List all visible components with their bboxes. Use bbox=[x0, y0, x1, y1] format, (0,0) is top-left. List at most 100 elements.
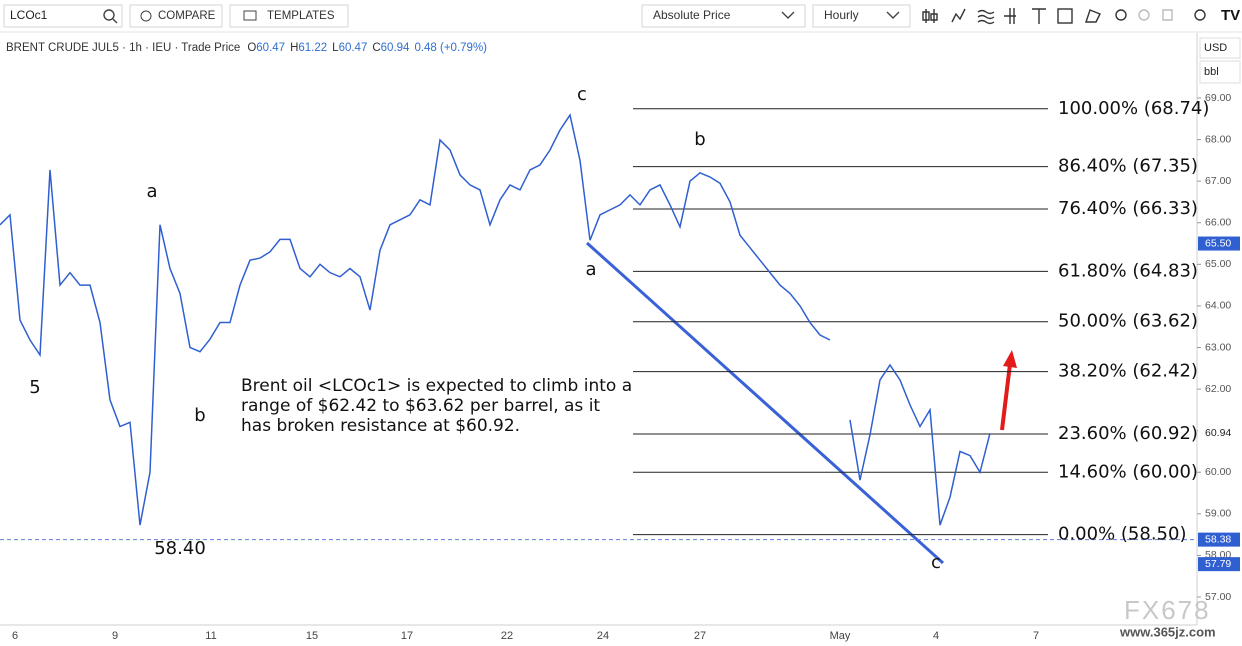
y-tick-label: 68.00 bbox=[1205, 133, 1231, 145]
x-tick-label: 15 bbox=[306, 630, 318, 642]
currency: USD bbox=[1204, 42, 1227, 54]
watermark-brand: FX678 bbox=[1124, 595, 1211, 625]
watermark-site: www.365jz.com bbox=[1119, 624, 1216, 639]
y-tick-label: 69.00 bbox=[1205, 92, 1231, 104]
legend-change: 0.48 (+0.79%) bbox=[414, 42, 487, 54]
wave-label: 58.40 bbox=[154, 538, 206, 559]
y-tick-label: 67.00 bbox=[1205, 175, 1231, 187]
x-tick-label: 24 bbox=[597, 630, 609, 642]
price-marker-box bbox=[1198, 236, 1240, 251]
tool-icons bbox=[922, 8, 1206, 25]
ohlc-key: L bbox=[332, 42, 339, 54]
ohlc-key: C bbox=[372, 42, 380, 54]
x-tick-label: 9 bbox=[112, 630, 118, 642]
reset-icon[interactable] bbox=[1162, 9, 1173, 21]
x-tick-label: 22 bbox=[501, 630, 513, 642]
x-tick-label: 4 bbox=[933, 630, 939, 642]
templates-label: TEMPLATES bbox=[267, 10, 335, 22]
ohlc-value: 60.47 bbox=[256, 42, 285, 54]
shape-icon[interactable] bbox=[1057, 8, 1073, 24]
fib-label: 100.00% (68.74) bbox=[1058, 98, 1209, 119]
ohlc-value: 61.22 bbox=[298, 42, 327, 54]
fib-label: 0.00% (58.50) bbox=[1058, 524, 1186, 545]
y-tick-label: 57.00 bbox=[1205, 591, 1231, 603]
y-tick-label: 59.00 bbox=[1205, 508, 1231, 520]
fib-label: 86.40% (67.35) bbox=[1058, 156, 1198, 177]
arrow-shaft bbox=[1000, 363, 1012, 431]
interval: Hourly bbox=[824, 8, 859, 22]
x-tick-label: 11 bbox=[205, 630, 216, 642]
text-icon[interactable] bbox=[1032, 8, 1046, 24]
currency-select[interactable] bbox=[1199, 37, 1241, 59]
indicator-icon[interactable] bbox=[951, 8, 966, 23]
price-marker-label: 60.94 bbox=[1205, 427, 1231, 439]
price-marker-label: 57.79 bbox=[1205, 558, 1231, 570]
candle-icon[interactable] bbox=[922, 9, 938, 23]
commentary-line: has broken resistance at $60.92. bbox=[241, 416, 520, 436]
x-tick-label: 6 bbox=[12, 630, 18, 642]
fib-label: 38.20% (62.42) bbox=[1058, 361, 1198, 382]
studies-icon[interactable] bbox=[977, 9, 995, 25]
compare-label: COMPARE bbox=[158, 10, 216, 22]
wave-label: c bbox=[931, 552, 941, 573]
zoom-out-icon[interactable] bbox=[1138, 9, 1150, 21]
ohlc-value: 60.94 bbox=[381, 42, 410, 54]
compare-icon bbox=[140, 10, 152, 22]
search-icon bbox=[112, 18, 118, 24]
price-mode: Absolute Price bbox=[653, 8, 731, 22]
fib-label: 61.80% (64.83) bbox=[1058, 260, 1198, 281]
wave-label: 5 bbox=[29, 377, 40, 398]
y-tick-label: 60.00 bbox=[1205, 466, 1231, 478]
price-marker-box bbox=[1198, 557, 1240, 572]
price-marker-label: 65.50 bbox=[1205, 237, 1231, 249]
fib-label: 50.00% (63.62) bbox=[1058, 311, 1198, 332]
ohlc-key: O bbox=[247, 42, 256, 54]
price-marker-box bbox=[1198, 426, 1240, 441]
unit: bbl bbox=[1204, 66, 1219, 78]
fib-label: 76.40% (66.33) bbox=[1058, 198, 1198, 219]
x-tick-label: 27 bbox=[694, 630, 706, 642]
templates-button[interactable] bbox=[229, 4, 349, 28]
dropdown-arrow bbox=[886, 11, 900, 19]
x-tick-label: 7 bbox=[1033, 630, 1039, 642]
arrow-head bbox=[1003, 350, 1017, 368]
compare-button[interactable] bbox=[129, 4, 223, 28]
unit-select[interactable] bbox=[1199, 60, 1241, 84]
symbol: LCOc1 bbox=[10, 8, 48, 22]
interval-select[interactable] bbox=[812, 4, 911, 28]
ohlc-key: H bbox=[290, 42, 298, 54]
crosshair-icon[interactable] bbox=[1004, 8, 1016, 24]
x-tick-label: 17 bbox=[401, 630, 413, 642]
logo: TV bbox=[1221, 7, 1240, 24]
ohlc-value: 60.47 bbox=[339, 42, 368, 54]
commentary-line: range of $62.42 to $63.62 per barrel, as… bbox=[241, 396, 600, 416]
fib-label: 23.60% (60.92) bbox=[1058, 423, 1198, 444]
draw-icon[interactable] bbox=[1085, 9, 1101, 23]
fib-label: 14.60% (60.00) bbox=[1058, 461, 1198, 482]
y-tick-label: 65.00 bbox=[1205, 258, 1231, 270]
symbol-input[interactable] bbox=[3, 4, 123, 28]
x-tick-label: May bbox=[830, 630, 851, 642]
wave-label: b bbox=[694, 129, 705, 150]
price-mode-select[interactable] bbox=[641, 4, 806, 28]
y-tick-label: 64.00 bbox=[1205, 300, 1231, 312]
legend: BRENT CRUDE JUL5 · 1h · IEU · Trade Pric… bbox=[6, 42, 487, 54]
zoom-in-icon[interactable] bbox=[1115, 9, 1127, 21]
trend-line bbox=[585, 241, 945, 565]
settings-icon[interactable] bbox=[1194, 9, 1206, 21]
price-marker-label: 58.38 bbox=[1205, 533, 1231, 545]
wave-label: a bbox=[146, 181, 157, 202]
price-line bbox=[0, 113, 991, 526]
y-tick-label: 63.00 bbox=[1205, 341, 1231, 353]
search-icon[interactable] bbox=[103, 9, 115, 21]
legend-name: BRENT CRUDE JUL5 · 1h · IEU · Trade Pric… bbox=[6, 42, 240, 54]
price-marker-box bbox=[1198, 532, 1240, 547]
wave-label: b bbox=[194, 405, 205, 426]
y-tick-label: 66.00 bbox=[1205, 217, 1231, 229]
dropdown-arrow bbox=[781, 11, 795, 19]
wave-label: c bbox=[577, 84, 587, 105]
templates-icon bbox=[243, 10, 257, 21]
commentary-line: Brent oil <LCOc1> is expected to climb i… bbox=[241, 376, 632, 396]
